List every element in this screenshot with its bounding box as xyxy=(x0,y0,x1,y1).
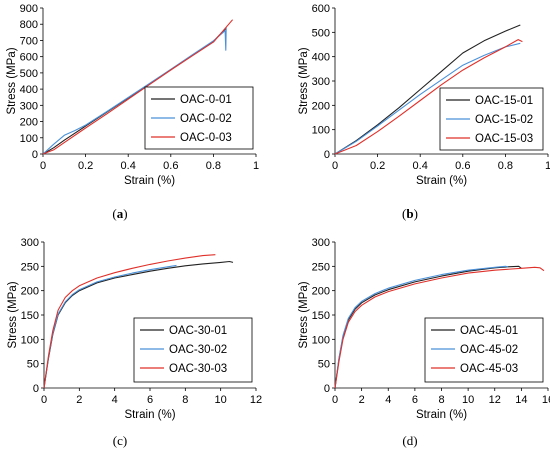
x-axis-title: Strain (%) xyxy=(124,175,175,187)
y-axis-title: Stress (MPa) xyxy=(298,281,310,348)
chart-panel-3: 0 50 100 150 200 250 300 0 2 4 6 8 10 12 Strain (%) Str… xyxy=(7,237,262,448)
panel-caption: (a) xyxy=(112,206,127,221)
y-tick-label: 100 xyxy=(312,125,330,137)
y-tick-label: 400 xyxy=(20,84,38,96)
x-axis-title: Strain (%) xyxy=(416,409,467,421)
x-tick-label: 8 xyxy=(182,394,188,406)
legend-box xyxy=(424,317,544,383)
y-tick-label: 50 xyxy=(27,359,39,371)
y-tick-label: 500 xyxy=(312,27,330,39)
legend-label: OAC-0-03 xyxy=(180,132,232,144)
series-line-oac-0-02 xyxy=(42,27,227,155)
x-tick-label: 0.4 xyxy=(121,160,136,172)
y-tick-label: 300 xyxy=(20,100,38,112)
series-line-oac-45-02 xyxy=(334,265,509,389)
legend-label: OAC-0-01 xyxy=(180,94,232,106)
y-tick-label: 50 xyxy=(318,359,330,371)
series-line-oac-45-03 xyxy=(334,266,545,389)
y-tick-label: 250 xyxy=(21,261,39,273)
legend-label: OAC-30-02 xyxy=(169,344,227,356)
x-tick-label: 8 xyxy=(438,394,444,406)
x-axis-title: Strain (%) xyxy=(416,175,467,187)
x-tick-label: 12 xyxy=(489,394,501,406)
x-tick-label: 6 xyxy=(147,394,153,406)
x-tick-label: 0 xyxy=(332,160,338,172)
x-tick-label: 2 xyxy=(359,394,365,406)
x-tick-label: 0.8 xyxy=(498,160,513,172)
y-tick-label: 0 xyxy=(32,149,38,161)
legend-label: OAC-45-02 xyxy=(460,344,518,356)
x-tick-label: 0 xyxy=(40,160,46,172)
y-axis-title: Stress (MPa) xyxy=(298,47,310,114)
y-tick-label: 800 xyxy=(20,19,38,31)
y-tick-label: 200 xyxy=(312,286,330,298)
legend-label: OAC-15-03 xyxy=(475,133,533,145)
chart-panel-4: 0 50 100 150 200 250 300 0 2 4 6 8 10 12 14 16 Strain (%… xyxy=(298,237,550,448)
y-tick-label: 150 xyxy=(312,310,330,322)
y-tick-label: 150 xyxy=(21,310,39,322)
y-tick-label: 500 xyxy=(20,68,38,80)
y-axis-title: Stress (MPa) xyxy=(7,281,19,348)
x-tick-label: 0 xyxy=(41,394,47,406)
y-tick-label: 200 xyxy=(312,100,330,112)
y-tick-label: 300 xyxy=(312,237,330,249)
y-tick-label: 300 xyxy=(312,76,330,88)
x-tick-label: 0.4 xyxy=(413,160,428,172)
legend-box xyxy=(133,317,253,383)
x-tick-label: 2 xyxy=(76,394,82,406)
y-tick-label: 0 xyxy=(33,383,39,395)
x-tick-label: 0.2 xyxy=(78,160,93,172)
x-tick-label: 12 xyxy=(250,394,262,406)
panel-caption: (c) xyxy=(113,433,127,448)
y-tick-label: 900 xyxy=(20,3,38,15)
x-tick-label: 0.8 xyxy=(206,160,221,172)
panel-caption: (b) xyxy=(402,206,418,221)
y-axis-title: Stress (MPa) xyxy=(6,47,18,114)
y-tick-label: 400 xyxy=(312,52,330,64)
x-tick-label: 1 xyxy=(253,160,259,172)
legend-label: OAC-45-01 xyxy=(460,325,518,337)
legend-label: OAC-15-01 xyxy=(475,95,533,107)
y-tick-label: 0 xyxy=(324,383,330,395)
series-line-oac-0-03 xyxy=(42,19,234,155)
legend-label: OAC-15-02 xyxy=(475,114,533,126)
x-tick-label: 10 xyxy=(215,394,227,406)
x-tick-label: 4 xyxy=(385,394,391,406)
y-tick-label: 200 xyxy=(20,117,38,129)
series-line-oac-15-03 xyxy=(334,39,523,155)
y-tick-label: 200 xyxy=(21,286,39,298)
legend-label: OAC-45-03 xyxy=(460,363,518,375)
chart-panel-2: 0 100 200 300 400 500 600 0 0.2 0.4 0.6 0.8 1 Strain … xyxy=(298,3,550,221)
chart-panel-1: 0 100 200 300 400 500 600 700 800 900 0 0.2 0.4 0.6 0.… xyxy=(6,3,259,221)
x-tick-label: 0.6 xyxy=(455,160,470,172)
series-line-oac-15-02 xyxy=(334,42,521,155)
y-tick-label: 300 xyxy=(21,237,39,249)
x-tick-label: 0.6 xyxy=(163,160,178,172)
panel-caption: (d) xyxy=(402,433,417,448)
series-line-oac-15-01 xyxy=(334,24,521,155)
y-tick-label: 700 xyxy=(20,35,38,47)
x-axis-title: Strain (%) xyxy=(124,409,175,421)
x-tick-label: 4 xyxy=(112,394,118,406)
y-tick-label: 100 xyxy=(20,133,38,145)
legend-label: OAC-30-03 xyxy=(169,363,227,375)
y-tick-label: 600 xyxy=(312,3,330,15)
series-line-oac-30-03 xyxy=(43,254,216,389)
legend-label: OAC-30-01 xyxy=(169,325,227,337)
y-tick-label: 250 xyxy=(312,261,330,273)
legend-label: OAC-0-02 xyxy=(180,113,232,125)
x-tick-label: 1 xyxy=(545,160,550,172)
x-tick-label: 0 xyxy=(332,394,338,406)
x-tick-label: 16 xyxy=(542,394,550,406)
x-tick-label: 14 xyxy=(515,394,527,406)
y-tick-label: 100 xyxy=(21,334,39,346)
y-tick-label: 100 xyxy=(312,334,330,346)
x-tick-label: 10 xyxy=(462,394,474,406)
x-tick-label: 0.2 xyxy=(370,160,385,172)
y-tick-label: 0 xyxy=(324,149,330,161)
y-tick-label: 600 xyxy=(20,52,38,64)
x-tick-label: 6 xyxy=(412,394,418,406)
